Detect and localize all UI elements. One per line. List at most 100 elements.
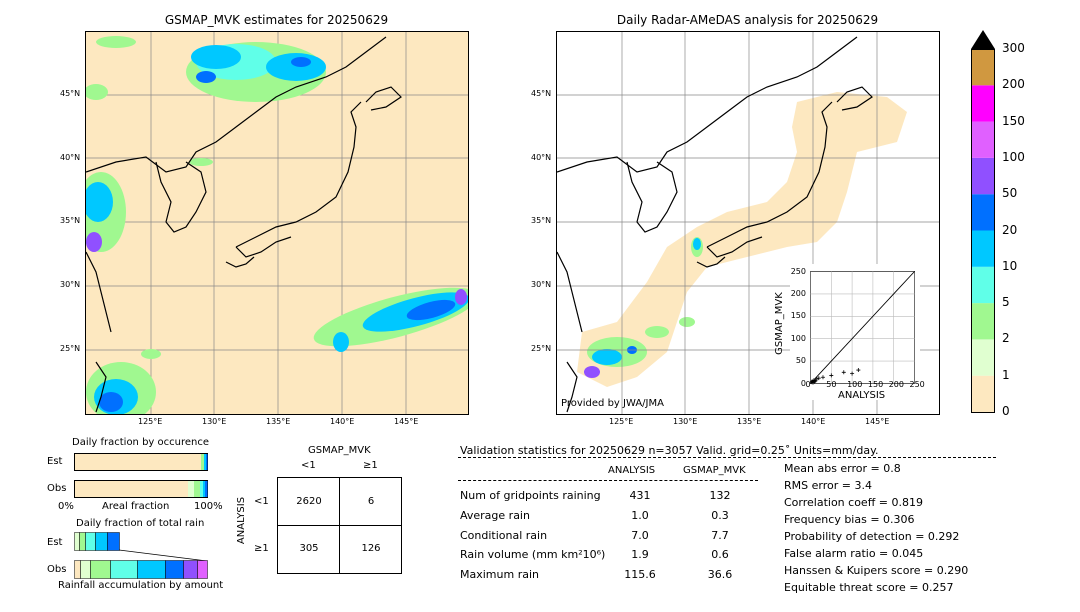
contingency-row-lt: <1 bbox=[254, 496, 269, 507]
right-analysis-area bbox=[577, 92, 907, 387]
colorbar-block bbox=[971, 157, 995, 195]
stat-row-label: Maximum rain bbox=[460, 568, 539, 581]
score-line: Probability of detection = 0.292 bbox=[784, 530, 960, 543]
right-lat-25: 25°N bbox=[531, 344, 552, 353]
stat-row-analysis: 1.9 bbox=[631, 548, 649, 561]
fraction-axis-mid: Areal fraction bbox=[102, 501, 170, 512]
contingency-cell-a: 2620 bbox=[296, 496, 322, 507]
colorbar-label: 50 bbox=[1002, 186, 1018, 201]
stat-row-analysis: 115.6 bbox=[624, 568, 656, 581]
score-line: RMS error = 3.4 bbox=[784, 479, 872, 492]
scatter-diagonal bbox=[810, 271, 915, 384]
right-lat-40: 40°N bbox=[531, 153, 552, 162]
colorbar-label: 300 bbox=[1002, 41, 1025, 55]
fraction-total-obs-label: Obs bbox=[47, 564, 67, 575]
scatter-point bbox=[850, 371, 855, 376]
fraction-total-bars bbox=[74, 532, 208, 579]
stat-row-label: Num of gridpoints raining bbox=[460, 489, 601, 502]
fraction-occurrence-obs-label: Obs bbox=[47, 483, 67, 494]
colorbar-block bbox=[971, 339, 995, 376]
scatter-ylabel: GSMAP_MVK bbox=[773, 292, 785, 355]
contingency-grid bbox=[277, 477, 402, 574]
scatter-plot bbox=[810, 271, 915, 385]
stat-row-analysis: 1.0 bbox=[631, 509, 649, 522]
fraction-occurrence-est-label: Est bbox=[47, 456, 63, 467]
left-lon-135: 135°E bbox=[266, 417, 291, 426]
stat-row-label: Conditional rain bbox=[460, 529, 548, 542]
right-coastlines bbox=[557, 36, 873, 413]
validation-header: Validation statistics for 20250629 n=305… bbox=[460, 444, 879, 457]
score-line: Equitable threat score = 0.257 bbox=[784, 581, 954, 594]
right-map-title: Daily Radar-AMeDAS analysis for 20250629 bbox=[616, 13, 879, 27]
contingency-row-ge: ≥1 bbox=[254, 543, 269, 554]
left-lon-125: 125°E bbox=[138, 417, 163, 426]
scatter-xlabel: ANALYSIS bbox=[838, 390, 886, 401]
contingency-col-lt: <1 bbox=[301, 460, 316, 471]
scatter-x-tick: 250 bbox=[909, 380, 925, 389]
scatter-point bbox=[829, 373, 834, 378]
left-lon-140: 140°E bbox=[330, 417, 355, 426]
scatter-y-tick: 150 bbox=[790, 311, 806, 321]
left-map-title: GSMAP_MVK estimates for 20250629 bbox=[164, 13, 389, 27]
colorbar-block bbox=[971, 230, 995, 267]
colorbar-block bbox=[971, 303, 995, 340]
scatter-point bbox=[812, 379, 817, 384]
left-lat-45: 45°N bbox=[60, 89, 81, 98]
stat-row-analysis: 431 bbox=[629, 489, 651, 502]
right-lon-125: 125°E bbox=[609, 417, 634, 426]
right-lat-30: 30°N bbox=[531, 280, 552, 289]
left-map-graphic bbox=[86, 32, 468, 414]
stat-row-label: Average rain bbox=[460, 509, 530, 522]
stat-row-analysis: 7.0 bbox=[631, 529, 649, 542]
scatter-point bbox=[841, 370, 846, 375]
contingency-cell-d: 126 bbox=[361, 543, 381, 554]
fraction-occurrence-title: Daily fraction by occurence bbox=[72, 437, 210, 448]
validation-table-line bbox=[458, 480, 758, 481]
contingency-cell-c: 305 bbox=[299, 543, 319, 554]
colorbar-label: 10 bbox=[1002, 258, 1018, 273]
colorbar-block bbox=[971, 194, 995, 231]
contingency-cell-b: 6 bbox=[367, 496, 375, 507]
fraction-axis-right: 100% bbox=[194, 501, 223, 512]
left-lat-35: 35°N bbox=[60, 216, 81, 225]
right-lat-45: 45°N bbox=[531, 89, 552, 98]
left-coastlines bbox=[86, 36, 402, 413]
score-line: False alarm ratio = 0.045 bbox=[784, 547, 924, 560]
fraction-total-footer: Rainfall accumulation by amount bbox=[58, 580, 224, 591]
scatter-x-tick: 100 bbox=[847, 380, 863, 389]
validation-dash-line bbox=[458, 457, 996, 458]
scatter-x-tick: 50 bbox=[826, 380, 837, 389]
colorbar-block bbox=[971, 121, 995, 158]
left-lat-30: 30°N bbox=[60, 280, 81, 289]
scatter-x-tick: 150 bbox=[867, 380, 884, 389]
left-lat-40: 40°N bbox=[60, 153, 81, 162]
colorbar-label: 0 bbox=[1002, 404, 1010, 418]
colorbar-block bbox=[971, 85, 995, 122]
validation-col-analysis: ANALYSIS bbox=[608, 465, 656, 476]
scatter-point bbox=[816, 376, 821, 381]
fraction-axis-left: 0% bbox=[58, 501, 74, 512]
score-line: Correlation coeff = 0.819 bbox=[784, 496, 923, 509]
colorbar-block bbox=[971, 49, 995, 86]
colorbar-label: 200 bbox=[1002, 77, 1025, 92]
stat-row-gsmap: 0.6 bbox=[711, 548, 729, 561]
scatter-point bbox=[814, 377, 819, 382]
fraction-total-est-label: Est bbox=[47, 537, 63, 548]
contingency-row-axis: ANALYSIS bbox=[236, 496, 248, 545]
score-line: Hanssen & Kuipers score = 0.290 bbox=[784, 564, 969, 577]
stat-row-gsmap: 0.3 bbox=[711, 509, 729, 522]
right-lat-35: 35°N bbox=[531, 216, 552, 225]
colorbar-label: 20 bbox=[1002, 222, 1018, 237]
fraction-occurrence-bars bbox=[74, 453, 208, 498]
left-rain-areas bbox=[86, 36, 468, 414]
scatter-y-tick: 100 bbox=[790, 333, 806, 343]
scatter-point bbox=[856, 368, 861, 373]
contingency-col-ge: ≥1 bbox=[363, 460, 378, 471]
scatter-y-tick: 0 bbox=[800, 378, 806, 388]
scatter-y-tick: 200 bbox=[790, 288, 806, 298]
scatter-y-tick: 50 bbox=[795, 356, 806, 366]
stat-row-gsmap: 36.6 bbox=[707, 568, 733, 581]
colorbar-label: 150 bbox=[1002, 113, 1025, 128]
right-map-graphic bbox=[557, 32, 939, 414]
score-line: Frequency bias = 0.306 bbox=[784, 513, 915, 526]
